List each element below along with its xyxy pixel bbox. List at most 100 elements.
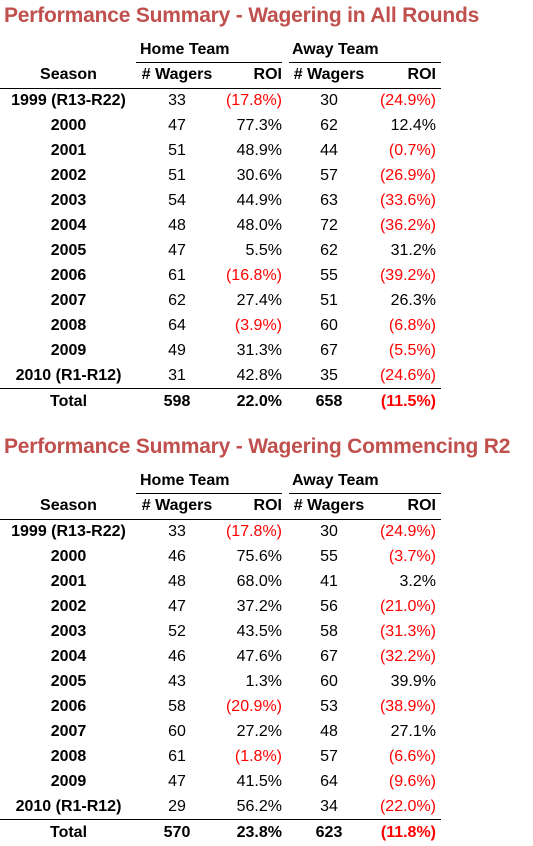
away-roi-cell: (39.2%) (379, 267, 436, 284)
season-cell: 2009 (50, 342, 87, 359)
away-wagers-cell: 658 (315, 393, 343, 410)
home-roi-cell: 1.3% (245, 673, 282, 690)
table-row: 2003 54 44.9% 63 (33.6%) (0, 189, 441, 214)
home-wagers-cell: 33 (168, 92, 186, 109)
season-cell: 1999 (R13-R22) (11, 523, 126, 540)
season-cell: 2002 (50, 167, 87, 184)
home-roi-column-header: ROI (253, 497, 282, 514)
away-team-header: Away Team (292, 472, 379, 489)
away-roi-cell: (26.9%) (379, 167, 436, 184)
home-roi-cell: 23.8% (236, 824, 282, 841)
home-roi-cell: 31.3% (236, 342, 282, 359)
away-wagers-cell: 56 (320, 598, 338, 615)
home-wagers-cell: 51 (168, 167, 186, 184)
away-wagers-column-header: # Wagers (293, 497, 365, 514)
home-wagers-cell: 47 (168, 598, 186, 615)
season-cell: 2000 (50, 548, 87, 565)
away-wagers-cell: 30 (320, 523, 338, 540)
table-row: 2001 48 68.0% 41 3.2% (0, 570, 441, 595)
table-row: 2010 (R1-R12) 29 56.2% 34 (22.0%) (0, 795, 441, 820)
table-row: 2000 46 75.6% 55 (3.7%) (0, 545, 441, 570)
away-team-header: Away Team (292, 41, 379, 58)
home-team-header: Home Team (140, 472, 230, 489)
table-row: 1999 (R13-R22) 33 (17.8%) 30 (24.9%) (0, 520, 441, 545)
away-roi-cell: (36.2%) (379, 217, 436, 234)
home-roi-cell: 5.5% (245, 242, 282, 259)
header-divider (0, 88, 441, 89)
home-roi-cell: 47.6% (236, 648, 282, 665)
season-cell: 2001 (50, 573, 87, 590)
season-cell: 2006 (50, 698, 87, 715)
away-team-underline (289, 62, 441, 63)
home-roi-cell: (3.9%) (234, 317, 282, 334)
home-wagers-cell: 58 (168, 698, 186, 715)
home-roi-cell: 77.3% (236, 117, 282, 134)
away-wagers-cell: 67 (320, 648, 338, 665)
home-wagers-cell: 43 (168, 673, 186, 690)
away-roi-cell: 39.9% (390, 673, 436, 690)
away-roi-cell: 3.2% (399, 573, 436, 590)
away-wagers-cell: 57 (320, 167, 338, 184)
away-roi-cell: (11.8%) (380, 824, 436, 841)
away-wagers-cell: 44 (320, 142, 338, 159)
away-wagers-cell: 63 (320, 192, 338, 209)
away-roi-cell: (9.6%) (388, 773, 436, 790)
home-roi-cell: 27.2% (236, 723, 282, 740)
total-row: Total 570 23.8% 623 (11.8%) (0, 821, 441, 846)
season-cell: 2005 (50, 673, 87, 690)
away-roi-cell: (31.3%) (379, 623, 436, 640)
home-roi-cell: (1.8%) (234, 748, 282, 765)
away-roi-cell: 12.4% (390, 117, 436, 134)
home-wagers-cell: 54 (168, 192, 186, 209)
home-roi-cell: 75.6% (236, 548, 282, 565)
table-row: 2008 64 (3.9%) 60 (6.8%) (0, 314, 441, 339)
table-row: 2007 62 27.4% 51 26.3% (0, 289, 441, 314)
away-wagers-cell: 58 (320, 623, 338, 640)
table-row: 2002 47 37.2% 56 (21.0%) (0, 595, 441, 620)
away-wagers-cell: 60 (320, 673, 338, 690)
away-wagers-cell: 67 (320, 342, 338, 359)
away-wagers-column-header: # Wagers (293, 66, 365, 83)
season-cell: 2010 (R1-R12) (15, 367, 122, 384)
home-wagers-cell: 47 (168, 773, 186, 790)
home-wagers-column-header: # Wagers (141, 497, 213, 514)
away-wagers-cell: 60 (320, 317, 338, 334)
home-roi-cell: 41.5% (236, 773, 282, 790)
season-cell: 2000 (50, 117, 87, 134)
away-roi-cell: (24.6%) (379, 367, 436, 384)
home-team-underline (136, 62, 282, 63)
home-wagers-cell: 61 (168, 267, 186, 284)
away-wagers-cell: 55 (320, 267, 338, 284)
away-roi-cell: 27.1% (390, 723, 436, 740)
table-row: 2003 52 43.5% 58 (31.3%) (0, 620, 441, 645)
table-row: 2001 51 48.9% 44 (0.7%) (0, 139, 441, 164)
away-roi-cell: (11.5%) (380, 393, 436, 410)
home-wagers-cell: 52 (168, 623, 186, 640)
season-cell: 2002 (50, 598, 87, 615)
away-roi-cell: (38.9%) (379, 698, 436, 715)
away-wagers-cell: 41 (320, 573, 338, 590)
table-row: 2009 49 31.3% 67 (5.5%) (0, 339, 441, 364)
away-roi-cell: (24.9%) (379, 92, 436, 109)
home-wagers-cell: 60 (168, 723, 186, 740)
home-roi-cell: 68.0% (236, 573, 282, 590)
table-row: 2002 51 30.6% 57 (26.9%) (0, 164, 441, 189)
home-roi-cell: 48.9% (236, 142, 282, 159)
season-cell: 2003 (50, 623, 87, 640)
away-roi-cell: (3.7%) (388, 548, 436, 565)
season-cell: 2007 (50, 723, 87, 740)
home-team-underline (136, 493, 282, 494)
away-roi-cell: (0.7%) (388, 142, 436, 159)
total-row: Total 598 22.0% 658 (11.5%) (0, 390, 441, 415)
table-row: 2000 47 77.3% 62 12.4% (0, 114, 441, 139)
season-cell: 2007 (50, 292, 87, 309)
season-cell: 2003 (50, 192, 87, 209)
season-cell: 2006 (50, 267, 87, 284)
home-wagers-cell: 598 (163, 393, 191, 410)
home-roi-cell: (17.8%) (225, 523, 282, 540)
season-cell: 1999 (R13-R22) (11, 92, 126, 109)
table-row: 1999 (R13-R22) 33 (17.8%) 30 (24.9%) (0, 89, 441, 114)
table-row: 2004 46 47.6% 67 (32.2%) (0, 645, 441, 670)
home-roi-cell: 56.2% (236, 798, 282, 815)
away-wagers-cell: 57 (320, 748, 338, 765)
